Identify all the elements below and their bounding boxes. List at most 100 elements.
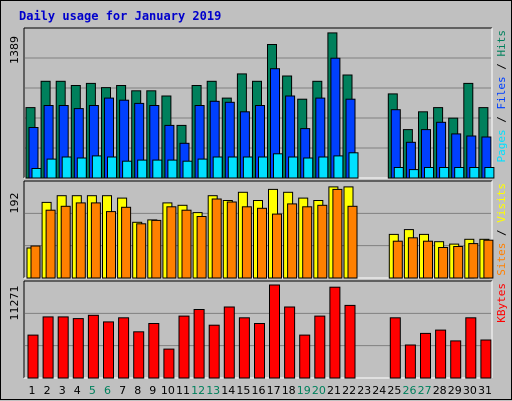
bar-kbytes-day-20 bbox=[314, 315, 326, 379]
bar-sites-day-25 bbox=[392, 240, 403, 279]
bar-pages-day-21 bbox=[333, 155, 344, 179]
day-label-15: 15 bbox=[236, 384, 250, 397]
x-axis-labels: 1 2 3 4 5 6 7 8 9 10 11 12 13 14 15 16 17 18 19 20 21 22 23 24 2… bbox=[29, 384, 493, 397]
day-label-14: 14 bbox=[221, 384, 235, 397]
day-label-18: 18 bbox=[282, 384, 296, 397]
bar-kbytes-day-13 bbox=[208, 324, 220, 379]
panel-hits-files-pages: 1389 Pages / Files / Hits bbox=[8, 27, 508, 179]
bar-kbytes-day-6 bbox=[103, 321, 114, 379]
legend-part-0: Pages bbox=[495, 129, 508, 162]
bar-kbytes-day-31 bbox=[480, 339, 492, 379]
bar-pages-day-12 bbox=[197, 158, 208, 179]
bar-sites-day-3 bbox=[60, 205, 71, 279]
bar-sites-day-13 bbox=[211, 198, 222, 279]
day-label-12: 12 bbox=[191, 384, 205, 397]
bar-pages-day-17 bbox=[273, 153, 283, 179]
bar-pages-day-30 bbox=[469, 167, 480, 179]
bar-sites-day-16 bbox=[257, 207, 267, 279]
bar-pages-day-13 bbox=[212, 156, 223, 179]
day-label-22: 22 bbox=[342, 384, 356, 397]
day-label-10: 10 bbox=[161, 384, 175, 397]
bar-pages-day-8 bbox=[137, 159, 148, 179]
day-label-4: 4 bbox=[74, 384, 81, 397]
bar-sites-day-14 bbox=[226, 201, 237, 279]
day-label-21: 21 bbox=[327, 384, 341, 397]
bar-sites-day-7 bbox=[121, 206, 132, 279]
bar-kbytes-day-10 bbox=[163, 348, 175, 379]
bar-sites-day-4 bbox=[75, 202, 86, 279]
bar-sites-day-12 bbox=[196, 216, 207, 279]
day-label-30: 30 bbox=[463, 384, 477, 397]
bar-sites-day-2 bbox=[45, 209, 56, 279]
bar-kbytes-day-9 bbox=[148, 323, 160, 379]
bar-pages-day-9 bbox=[152, 159, 163, 179]
day-label-29: 29 bbox=[448, 384, 462, 397]
y-max-label: 11271 bbox=[8, 286, 21, 321]
bar-sites-day-1 bbox=[30, 245, 41, 279]
bar-kbytes-day-27 bbox=[420, 332, 431, 379]
bar-kbytes-day-26 bbox=[404, 344, 416, 379]
bar-pages-day-3 bbox=[61, 156, 72, 179]
bar-pages-day-4 bbox=[76, 157, 87, 179]
bar-sites-day-21 bbox=[332, 188, 343, 279]
bar-pages-day-28 bbox=[439, 167, 450, 179]
day-label-25: 25 bbox=[387, 384, 401, 397]
bar-sites-day-17 bbox=[272, 213, 282, 279]
bar-sites-day-11 bbox=[181, 209, 192, 279]
bar-sites-day-15 bbox=[241, 206, 252, 279]
day-label-8: 8 bbox=[134, 384, 141, 397]
day-label-16: 16 bbox=[252, 384, 266, 397]
bar-kbytes-day-29 bbox=[450, 340, 462, 379]
bar-kbytes-day-15 bbox=[238, 317, 250, 379]
y-max-label: 192 bbox=[8, 193, 21, 214]
day-label-26: 26 bbox=[403, 384, 417, 397]
bar-kbytes-day-25 bbox=[389, 317, 401, 379]
bar-sites-day-5 bbox=[90, 202, 101, 279]
panel-visits-sites: 192 Sites / Visits bbox=[8, 180, 508, 279]
bar-kbytes-day-3 bbox=[57, 316, 69, 379]
bar-kbytes-day-28 bbox=[435, 329, 447, 379]
bar-sites-day-18 bbox=[287, 203, 298, 279]
bar-sites-day-9 bbox=[151, 219, 162, 279]
day-label-27: 27 bbox=[418, 384, 432, 397]
day-label-28: 28 bbox=[433, 384, 447, 397]
y-max-label: 1389 bbox=[8, 36, 21, 64]
legend-visits-sites: Sites / Visits bbox=[495, 183, 508, 276]
bar-pages-day-1 bbox=[31, 168, 42, 179]
day-label-17: 17 bbox=[267, 384, 281, 397]
bar-pages-day-16 bbox=[258, 156, 268, 179]
bar-kbytes-day-18 bbox=[284, 306, 296, 379]
day-label-5: 5 bbox=[89, 384, 96, 397]
legend-part-4: Hits bbox=[495, 30, 508, 57]
bar-pages-day-5 bbox=[91, 155, 102, 179]
legend-hits-files-pages: Pages / Files / Hits bbox=[495, 30, 508, 163]
day-label-2: 2 bbox=[44, 384, 51, 397]
bar-sites-day-26 bbox=[407, 237, 418, 279]
bar-pages-day-22 bbox=[348, 152, 359, 179]
day-label-11: 11 bbox=[176, 384, 190, 397]
legend-part-2: Files bbox=[495, 76, 508, 109]
bar-sites-day-19 bbox=[302, 206, 313, 279]
chart-title: Daily usage for January 2019 bbox=[19, 9, 222, 23]
bar-pages-day-18 bbox=[288, 156, 299, 179]
bar-sites-day-6 bbox=[106, 211, 116, 279]
bar-sites-day-28 bbox=[438, 247, 449, 279]
bar-kbytes-day-30 bbox=[465, 317, 477, 379]
bar-kbytes-day-22 bbox=[344, 304, 356, 379]
bar-sites-day-31 bbox=[483, 239, 494, 279]
bar-kbytes-day-4 bbox=[72, 318, 84, 379]
legend-part-2: Visits bbox=[495, 183, 508, 223]
day-label-24: 24 bbox=[372, 384, 386, 397]
bar-kbytes-day-2 bbox=[42, 316, 54, 379]
bar-pages-day-10 bbox=[167, 159, 178, 179]
bar-pages-day-31 bbox=[484, 167, 495, 179]
bar-kbytes-day-21 bbox=[329, 286, 341, 379]
bar-sites-day-29 bbox=[453, 246, 464, 279]
bar-pages-day-25 bbox=[393, 167, 404, 179]
bar-pages-day-27 bbox=[424, 167, 434, 179]
legend-part-0: Sites bbox=[495, 243, 508, 276]
legend-kbytes: KBytes bbox=[495, 283, 508, 323]
bar-kbytes-day-11 bbox=[178, 315, 190, 379]
